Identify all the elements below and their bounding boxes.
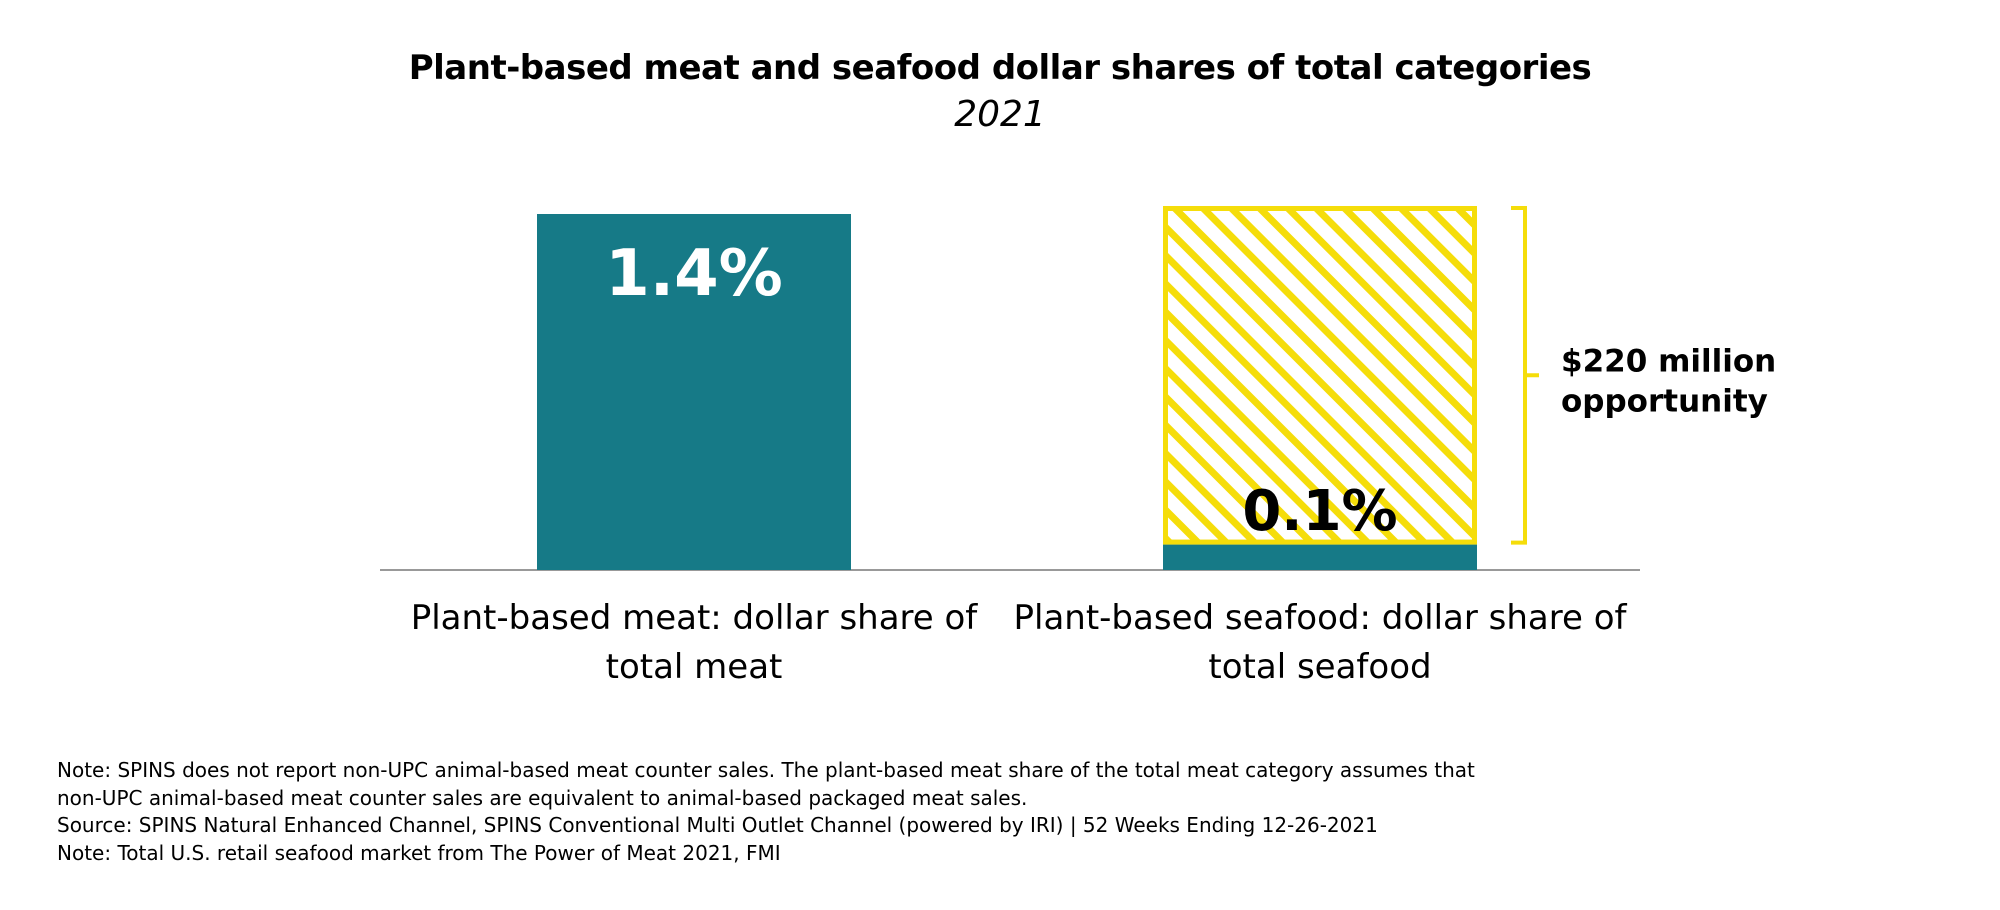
- value-label-plant-based-seafood: 0.1%: [1242, 479, 1397, 544]
- category-label-plant-based-meat: Plant-based meat: dollar share of total …: [410, 598, 978, 687]
- opportunity-bracket: [1511, 206, 1539, 545]
- opportunity-label: $220 million opportunity: [1561, 343, 1776, 419]
- chart-title: Plant-based meat and seafood dollar shar…: [408, 48, 1592, 88]
- note-line: Note: SPINS does not report non-UPC anim…: [57, 758, 1475, 782]
- value-label-plant-based-meat: 1.4%: [605, 237, 783, 311]
- bar-1: [1163, 544, 1477, 570]
- opportunity-hatched-box: [1163, 206, 1477, 545]
- note-line: Note: Total U.S. retail seafood market f…: [57, 840, 781, 865]
- bar-0: [537, 214, 851, 570]
- category-label-plant-based-seafood: Plant-based seafood: dollar share of tot…: [1013, 598, 1627, 687]
- chart-subtitle: 2021: [954, 94, 1046, 135]
- source-line: Source: SPINS Natural Enhanced Channel, …: [57, 813, 1378, 837]
- note-line: non-UPC animal-based meat counter sales …: [57, 785, 1028, 810]
- footnotes: Note: SPINS does not report non-UPC anim…: [57, 757, 1475, 867]
